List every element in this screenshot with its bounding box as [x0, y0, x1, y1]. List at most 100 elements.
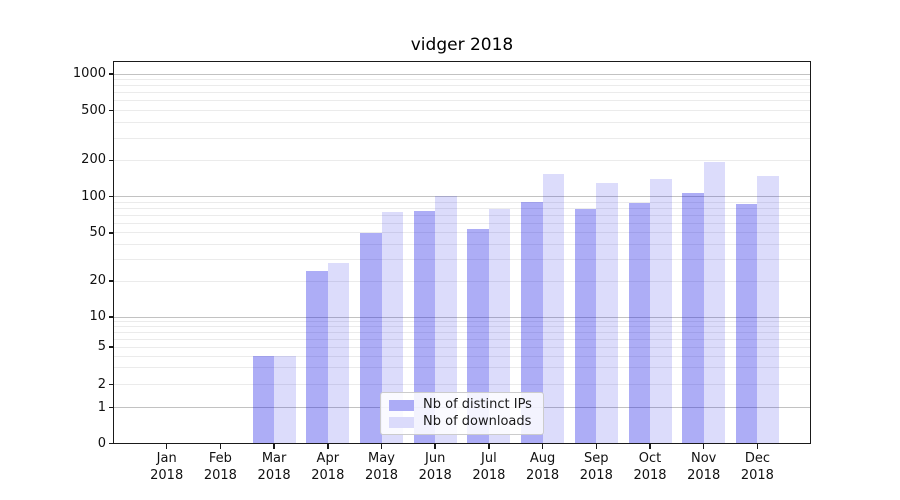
chart-title: vidger 2018 [410, 35, 514, 55]
x-tick-month: Dec [744, 451, 770, 466]
x-tick-month: Apr [316, 451, 340, 466]
major-gridline [114, 73, 810, 75]
x-tick-year: 2018 [364, 468, 399, 483]
x-tick-label: Sep 2018 [560, 450, 632, 484]
bar-downloads-dec [757, 175, 779, 444]
y-tick-mark [109, 280, 113, 282]
minor-gridline [114, 232, 810, 234]
bar-downloads-mar [274, 356, 296, 444]
minor-gridline [114, 222, 810, 224]
y-tick-mark [109, 73, 113, 75]
y-tick-mark [109, 159, 113, 162]
y-tick-mark [109, 383, 113, 386]
bar-downloads-apr [327, 263, 350, 444]
bar-downloads-jun [435, 196, 457, 444]
x-tick-month: Jan [156, 451, 177, 466]
major-gridline [114, 316, 810, 318]
x-tick-label: Jun 2018 [399, 450, 471, 484]
y-tick-mark [109, 195, 113, 198]
minor-gridline [114, 100, 810, 102]
minor-gridline [114, 331, 810, 333]
x-tick-label: Aug 2018 [507, 450, 579, 484]
x-tick-year: 2018 [687, 468, 721, 483]
x-tick-mark [541, 444, 544, 449]
y-tick-mark [109, 406, 113, 409]
legend-swatch-downloads [389, 416, 414, 428]
x-tick-mark [165, 444, 168, 449]
x-tick-mark [649, 444, 651, 449]
x-tick-mark [702, 444, 705, 449]
bar-downloads-may [381, 212, 403, 444]
bar-ips-oct [628, 203, 650, 444]
x-tick-year: 2018 [472, 468, 506, 483]
y-tick-label: 500 [81, 102, 106, 118]
y-tick-label: 1 [97, 399, 106, 415]
y-tick-label: 10 [89, 309, 106, 324]
x-tick-label: Oct 2018 [614, 450, 686, 484]
bar-ips-jun [413, 210, 436, 444]
legend-item-downloads: Nb of downloads [389, 415, 535, 429]
x-tick-year: 2018 [526, 468, 560, 483]
y-tick-label: 5 [97, 339, 106, 354]
bar-ips-dec [735, 203, 758, 444]
x-tick-mark [756, 444, 759, 449]
minor-gridline [114, 92, 810, 94]
minor-gridline [114, 201, 810, 203]
x-tick-mark [327, 444, 329, 449]
minor-gridline [114, 326, 810, 328]
x-tick-mark [273, 444, 275, 449]
y-tick-label: 100 [81, 188, 106, 204]
bar-ips-mar [252, 356, 275, 444]
x-tick-label: May 2018 [346, 450, 418, 484]
minor-gridline [114, 85, 810, 87]
x-tick-year: 2018 [633, 468, 667, 483]
x-tick-month: Oct [638, 451, 662, 466]
y-tick-label: 50 [89, 224, 106, 240]
x-tick-label: Feb 2018 [184, 450, 256, 484]
y-tick-mark [109, 316, 113, 318]
y-tick-mark [109, 109, 113, 112]
y-tick-mark [109, 232, 113, 234]
bar-ips-aug [521, 202, 543, 444]
x-tick-year: 2018 [740, 468, 774, 483]
minor-gridline [114, 367, 810, 369]
minor-gridline [114, 137, 810, 139]
x-tick-mark [434, 444, 436, 449]
minor-gridline [114, 207, 810, 209]
x-tick-year: 2018 [311, 468, 345, 483]
bar-downloads-nov [703, 161, 726, 444]
minor-gridline [114, 355, 810, 357]
bar-downloads-sep [596, 183, 618, 444]
legend-label-downloads: Nb of downloads [423, 414, 532, 429]
minor-gridline [114, 346, 810, 348]
minor-gridline [114, 244, 810, 246]
minor-gridline [114, 321, 810, 323]
y-tick-mark [109, 346, 113, 348]
minor-gridline [114, 159, 810, 161]
y-tick-label: 200 [81, 152, 106, 168]
x-tick-mark [380, 444, 383, 449]
x-tick-month: Mar [261, 451, 287, 466]
y-tick-label: 0 [97, 435, 106, 451]
minor-gridline [114, 214, 810, 216]
x-tick-year: 2018 [418, 468, 452, 483]
x-tick-mark [595, 444, 598, 449]
x-tick-month: Jun [425, 451, 446, 466]
x-tick-year: 2018 [579, 468, 613, 483]
minor-gridline [114, 280, 810, 282]
minor-gridline [114, 259, 810, 261]
x-tick-label: Jan 2018 [131, 450, 203, 484]
x-tick-month: Jul [481, 451, 497, 466]
x-tick-label: Apr 2018 [292, 450, 364, 484]
x-tick-label: Mar 2018 [238, 450, 310, 484]
y-tick-label: 2 [97, 376, 106, 392]
minor-gridline [114, 338, 810, 340]
x-tick-month: Sep [584, 451, 609, 466]
x-tick-year: 2018 [203, 468, 237, 483]
bar-ips-may [360, 232, 382, 444]
bar-downloads-oct [650, 179, 672, 444]
bar-ips-apr [306, 271, 328, 444]
bar-ips-nov [682, 192, 704, 444]
y-tick-label: 20 [89, 273, 106, 288]
